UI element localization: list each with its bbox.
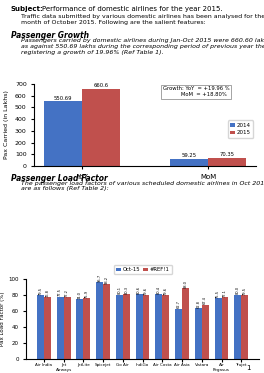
Bar: [208, 158, 246, 166]
Text: 80.0: 80.0: [236, 286, 240, 294]
Text: 75.5: 75.5: [216, 290, 220, 298]
Y-axis label: Pax Carried (in Lakhs): Pax Carried (in Lakhs): [4, 91, 10, 159]
Bar: [57, 297, 64, 359]
Text: 62.7: 62.7: [177, 300, 181, 308]
Bar: [155, 294, 162, 359]
Text: 62.8: 62.8: [196, 300, 200, 308]
Bar: [123, 294, 130, 359]
Bar: [103, 284, 110, 359]
Text: 79.5: 79.5: [39, 286, 43, 295]
Text: 80.6: 80.6: [137, 286, 141, 294]
Text: 70.35: 70.35: [220, 152, 235, 157]
Bar: [170, 159, 208, 166]
Text: 75.9: 75.9: [85, 289, 89, 298]
Text: 77.2: 77.2: [65, 289, 69, 297]
Bar: [96, 282, 103, 359]
Text: 67.4: 67.4: [203, 297, 207, 304]
Text: 77.1: 77.1: [223, 289, 227, 297]
Bar: [44, 297, 51, 359]
Text: 79.5: 79.5: [243, 286, 247, 295]
Legend: 2014, 2015: 2014, 2015: [228, 120, 253, 138]
Bar: [221, 297, 228, 359]
Text: 80.4: 80.4: [157, 286, 161, 294]
Text: 95.7: 95.7: [98, 273, 102, 282]
Text: 660.6: 660.6: [93, 83, 109, 88]
Bar: [241, 295, 248, 359]
Text: Traffic data submitted by various domestic airlines has been analysed for the
mo: Traffic data submitted by various domest…: [21, 14, 264, 25]
Text: 550.69: 550.69: [54, 96, 73, 101]
Bar: [44, 101, 82, 166]
Text: Growth: YoY  = +19.96 %
           MoM  = +18.80%: Growth: YoY = +19.96 % MoM = +18.80%: [163, 87, 230, 97]
Text: Passenger Load Factor: Passenger Load Factor: [11, 174, 107, 183]
Text: Passengers carried by domestic airlines during Jan-Oct 2015 were 660.60 lakhs
as: Passengers carried by domestic airlines …: [21, 38, 264, 55]
Text: 79.6: 79.6: [164, 286, 168, 295]
Text: 1: 1: [246, 365, 251, 371]
Text: Passenger Growth: Passenger Growth: [11, 31, 88, 40]
Text: 74.0: 74.0: [78, 291, 82, 299]
Y-axis label: Pax Load Factor (%): Pax Load Factor (%): [1, 291, 6, 346]
Text: 59.25: 59.25: [182, 153, 197, 158]
Bar: [202, 305, 209, 359]
Bar: [195, 308, 202, 359]
Bar: [143, 295, 149, 359]
Text: 77.5: 77.5: [58, 288, 62, 296]
Bar: [82, 88, 120, 166]
Text: 76.8: 76.8: [45, 289, 49, 297]
Text: 79.6: 79.6: [144, 286, 148, 295]
Text: Subject:: Subject:: [11, 6, 43, 12]
Text: 88.0: 88.0: [183, 280, 187, 288]
Bar: [175, 308, 182, 359]
Bar: [83, 298, 90, 359]
Bar: [37, 295, 44, 359]
Bar: [215, 298, 221, 359]
Bar: [64, 297, 70, 359]
Text: The passenger load factors of various scheduled domestic airlines in Oct 2015
ar: The passenger load factors of various sc…: [21, 181, 264, 191]
Text: 80.3: 80.3: [124, 286, 128, 294]
Bar: [182, 288, 189, 359]
Legend: Oct-15, #REF!1: Oct-15, #REF!1: [114, 265, 172, 275]
Text: 93.2: 93.2: [105, 276, 109, 284]
Bar: [116, 295, 123, 359]
Bar: [136, 294, 143, 359]
Bar: [162, 295, 169, 359]
Text: Performance of domestic airlines for the year 2015.: Performance of domestic airlines for the…: [42, 6, 223, 12]
Bar: [77, 300, 83, 359]
Bar: [234, 295, 241, 359]
Text: 80.1: 80.1: [117, 286, 121, 294]
